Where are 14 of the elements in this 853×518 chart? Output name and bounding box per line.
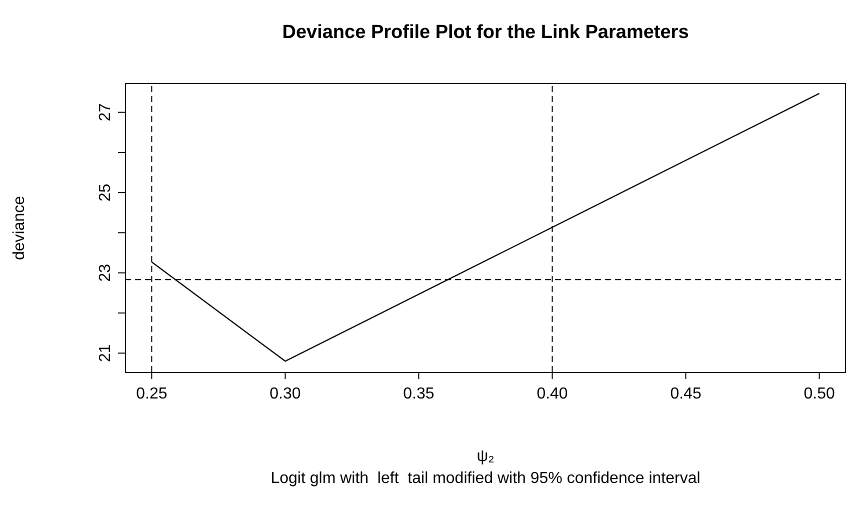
x-tick-label: 0.45: [670, 385, 702, 402]
y-axis-title: deviance: [11, 195, 29, 260]
x-tick-label: 0.35: [403, 385, 434, 402]
chart-title: Deviance Profile Plot for the Link Parameters: [281, 22, 690, 44]
x-axis-title: ψ₂: [476, 448, 496, 466]
text: Logit glm with left tail modified with 95% confidence interval: [270, 470, 702, 488]
y-tick-label: 25: [97, 184, 114, 202]
x-tick-label: 0.40: [536, 385, 568, 402]
x-tick-label: 0.50: [804, 385, 835, 402]
y-tick-label: 23: [97, 264, 114, 282]
y-tick-label: 21: [97, 344, 114, 362]
y-tick-label: 27: [97, 103, 114, 122]
x-tick-label: 0.30: [270, 385, 301, 402]
x-tick-label: 0.25: [136, 385, 168, 402]
